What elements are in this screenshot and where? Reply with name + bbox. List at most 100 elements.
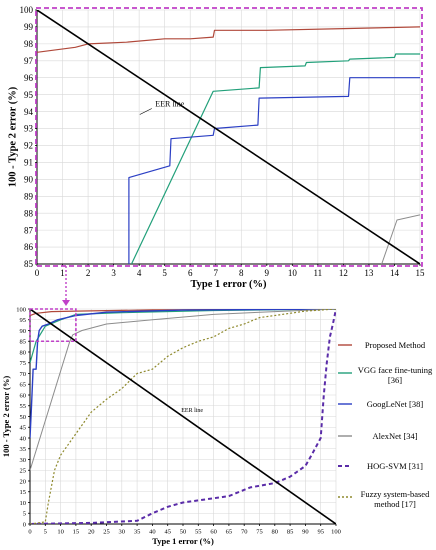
y-axis-label: 100 - Type 2 error (%) xyxy=(1,376,11,457)
x-tick-label: 75 xyxy=(256,529,263,536)
y-tick-label: 86 xyxy=(24,242,34,252)
eer-leader xyxy=(139,108,152,115)
y-tick-label: 100 xyxy=(20,5,34,15)
series-line-hog-svm-31 xyxy=(30,309,336,524)
legend-item: Proposed Method xyxy=(364,340,426,350)
y-tick-label: 40 xyxy=(20,435,27,442)
x-tick-label: 40 xyxy=(149,529,156,536)
y-tick-label: 5 xyxy=(23,511,26,518)
y-tick-label: 90 xyxy=(20,328,27,335)
series-line-fuzzy-system-based-method-17 xyxy=(30,309,336,524)
x-tick-label: 9 xyxy=(265,268,270,278)
zoom-arrow xyxy=(62,300,70,306)
y-axis-label: 100 - Type 2 error (%) xyxy=(8,86,19,187)
x-tick-label: 15 xyxy=(416,268,426,278)
x-tick-label: 45 xyxy=(164,529,171,536)
y-tick-label: 95 xyxy=(20,317,27,324)
y-tick-label: 96 xyxy=(24,73,34,83)
x-tick-label: 6 xyxy=(188,268,193,278)
x-tick-label: 0 xyxy=(35,268,40,278)
x-tick-label: 70 xyxy=(241,529,248,536)
y-tick-label: 97 xyxy=(24,56,34,66)
y-tick-label: 55 xyxy=(20,403,27,410)
x-tick-label: 8 xyxy=(239,268,244,278)
x-tick-label: 7 xyxy=(213,268,218,278)
y-tick-label: 80 xyxy=(20,349,27,356)
y-tick-label: 10 xyxy=(20,500,27,507)
x-tick-label: 10 xyxy=(57,529,64,536)
x-tick-label: 11 xyxy=(314,268,323,278)
y-tick-label: 99 xyxy=(24,22,34,32)
series-line-googlenet-38 xyxy=(30,309,336,439)
x-axis-label: Type 1 error (%) xyxy=(152,536,214,546)
series-line-proposed-method xyxy=(37,26,420,53)
x-tick-label: 35 xyxy=(134,529,141,536)
y-tick-label: 98 xyxy=(24,39,34,49)
zoom-frame-top xyxy=(35,7,423,267)
x-tick-label: 5 xyxy=(44,529,47,536)
x-tick-label: 1 xyxy=(60,268,65,278)
series-line-alexnet-34 xyxy=(30,309,336,471)
x-tick-label: 2 xyxy=(86,268,91,278)
x-tick-label: 80 xyxy=(272,529,279,536)
x-tick-label: 10 xyxy=(288,268,298,278)
legend-item: GoogLeNet [38] xyxy=(366,399,424,409)
x-tick-label: 12 xyxy=(339,268,348,278)
x-tick-label: 0 xyxy=(28,529,31,536)
zoom-connector xyxy=(29,7,423,343)
x-tick-label: 50 xyxy=(180,529,187,536)
y-tick-label: 75 xyxy=(20,360,27,367)
zoom-frame-bottom xyxy=(29,308,77,343)
y-tick-label: 15 xyxy=(20,489,27,496)
y-tick-label: 85 xyxy=(20,339,27,346)
y-tick-label: 88 xyxy=(24,208,34,218)
y-tick-label: 45 xyxy=(20,425,27,432)
y-tick-label: 91 xyxy=(24,158,33,168)
legend-item: VGG face fine-tuning [36] xyxy=(357,365,433,385)
y-tick-label: 65 xyxy=(20,382,27,389)
y-tick-label: 89 xyxy=(24,191,34,201)
series-line-eer-line xyxy=(30,309,336,524)
series-line-eer-line xyxy=(37,10,420,264)
x-tick-label: 55 xyxy=(195,529,202,536)
x-tick-label: 13 xyxy=(364,268,374,278)
x-axis-label: Type 1 error (%) xyxy=(190,279,267,290)
x-tick-label: 4 xyxy=(137,268,142,278)
x-tick-label: 5 xyxy=(162,268,167,278)
series-line-alexnet-34 xyxy=(381,214,420,264)
x-tick-label: 30 xyxy=(119,529,126,536)
y-tick-label: 92 xyxy=(24,141,33,151)
x-tick-label: 25 xyxy=(103,529,110,536)
y-tick-label: 93 xyxy=(24,124,34,134)
eer-annotation: EER line xyxy=(181,408,203,414)
x-tick-label: 20 xyxy=(88,529,95,536)
x-tick-label: 95 xyxy=(317,529,324,536)
x-tick-label: 14 xyxy=(390,268,400,278)
legend-item: AlexNet [34] xyxy=(372,431,418,441)
x-tick-label: 60 xyxy=(210,529,217,536)
y-tick-label: 87 xyxy=(24,225,34,235)
y-tick-label: 94 xyxy=(24,107,34,117)
x-tick-label: 3 xyxy=(111,268,116,278)
y-tick-label: 60 xyxy=(20,392,27,399)
y-tick-label: 70 xyxy=(20,371,27,378)
legend-item: HOG-SVM [31] xyxy=(367,461,423,471)
legend-item: Fuzzy system-based method [17] xyxy=(360,489,430,509)
y-tick-label: 85 xyxy=(24,259,34,269)
y-tick-label: 95 xyxy=(24,90,34,100)
y-tick-label: 50 xyxy=(20,414,27,421)
y-tick-label: 90 xyxy=(24,174,34,184)
series-line-vgg-face-fine-tuning-36 xyxy=(130,53,420,264)
x-tick-label: 65 xyxy=(226,529,233,536)
y-tick-label: 25 xyxy=(20,468,27,475)
x-tick-label: 15 xyxy=(73,529,80,536)
y-tick-label: 20 xyxy=(20,478,27,485)
x-tick-label: 85 xyxy=(287,529,294,536)
full-roc-chart: 0510152025303540455055606570758085909510… xyxy=(1,306,341,546)
x-tick-label: 100 xyxy=(331,529,341,536)
y-tick-label: 30 xyxy=(20,457,27,464)
y-tick-label: 0 xyxy=(23,521,26,528)
eer-annotation: EER line xyxy=(155,100,185,109)
